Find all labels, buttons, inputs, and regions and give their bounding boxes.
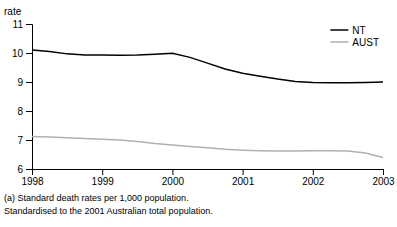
tick-label: 11 — [13, 19, 24, 30]
series-line — [32, 50, 383, 83]
tick: 6 — [17, 164, 32, 175]
legend-label: AUST — [352, 37, 379, 48]
tick: 2001 — [232, 169, 255, 187]
legend: NTAUST — [330, 25, 379, 48]
tick-mark — [102, 169, 103, 175]
tick: 11 — [13, 19, 32, 30]
legend-label: NT — [352, 25, 365, 36]
legend-swatch — [330, 41, 348, 43]
plot-area: 1998 1999 2000 2001 2002 2003 6 7 8 9 10 11 NTAUST — [12, 19, 395, 187]
tick-mark — [313, 169, 314, 175]
tick-mark — [26, 24, 32, 25]
chart: 1998 1999 2000 2001 2002 2003 6 7 8 9 10 11 NTAUST ra… — [0, 0, 397, 227]
legend-item: NT — [330, 25, 365, 36]
tick-label: 8 — [17, 106, 23, 117]
footnote: Standardised to the 2001 Australian tota… — [4, 206, 213, 216]
tick-label: 1998 — [21, 176, 44, 187]
y-axis: 6 7 8 9 10 11 — [12, 19, 33, 175]
x-axis: 1998 1999 2000 2001 2002 2003 — [21, 169, 395, 187]
tick-mark — [172, 169, 173, 175]
tick-label: 1999 — [92, 176, 115, 187]
tick: 9 — [17, 77, 32, 88]
tick: 2002 — [302, 169, 325, 187]
tick-mark — [26, 111, 32, 112]
tick-label: 6 — [17, 164, 23, 175]
tick-label: 10 — [12, 48, 24, 59]
y-axis-label: rate — [4, 6, 22, 17]
footnote: (a) Standard death rates per 1,000 popul… — [4, 193, 189, 203]
legend-item: AUST — [330, 37, 379, 48]
tick-label: 2002 — [302, 176, 325, 187]
tick-mark — [26, 53, 32, 54]
tick-mark — [26, 82, 32, 83]
tick-mark — [243, 169, 244, 175]
tick: 10 — [12, 48, 32, 59]
tick-mark — [26, 169, 32, 170]
series-line — [32, 137, 383, 158]
series-group — [32, 50, 383, 157]
tick: 1999 — [92, 169, 115, 187]
tick-mark — [26, 140, 32, 141]
axis-line — [26, 25, 33, 170]
tick-label: 2003 — [372, 176, 395, 187]
tick-mark — [383, 169, 384, 175]
tick: 2003 — [372, 169, 395, 187]
tick-label: 7 — [17, 135, 23, 146]
tick: 2000 — [162, 169, 185, 187]
tick-label: 2001 — [232, 176, 255, 187]
legend-swatch — [330, 29, 348, 31]
tick: 7 — [17, 135, 32, 146]
tick-label: 9 — [17, 77, 23, 88]
tick: 1998 — [21, 169, 44, 187]
axis-line — [33, 170, 384, 176]
tick: 8 — [17, 106, 32, 117]
tick-label: 2000 — [162, 176, 185, 187]
